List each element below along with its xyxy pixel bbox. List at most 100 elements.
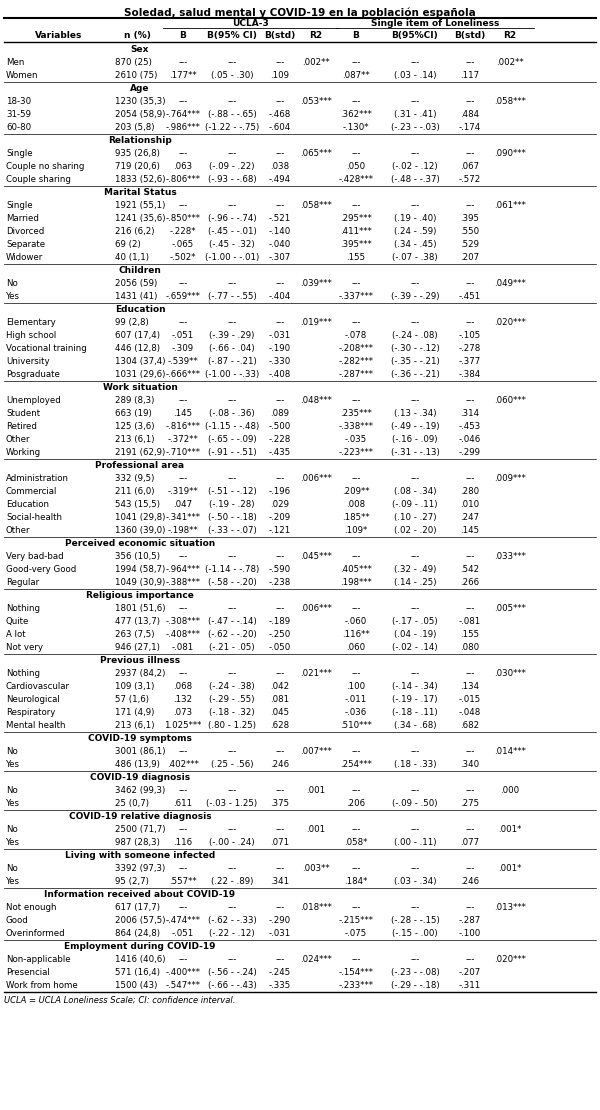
- Text: -.287***: -.287***: [338, 370, 373, 379]
- Text: 31-59: 31-59: [6, 110, 31, 119]
- Text: 3462 (99,3): 3462 (99,3): [115, 786, 165, 795]
- Text: ---: ---: [178, 317, 188, 327]
- Text: B(std): B(std): [265, 31, 296, 40]
- Text: 446 (12,8): 446 (12,8): [115, 344, 160, 353]
- Text: (-.17 - .05): (-.17 - .05): [392, 617, 438, 626]
- Text: 25 (0,7): 25 (0,7): [115, 799, 149, 808]
- Text: -.105: -.105: [459, 331, 481, 340]
- Text: Single: Single: [6, 201, 32, 210]
- Text: ---: ---: [227, 58, 236, 67]
- Text: -.282***: -.282***: [338, 357, 373, 366]
- Text: .280: .280: [460, 487, 479, 496]
- Text: (-.62 - -.33): (-.62 - -.33): [208, 916, 256, 925]
- Text: 2054 (58,9): 2054 (58,9): [115, 110, 166, 119]
- Text: (-.31 - -.13): (-.31 - -.13): [391, 448, 439, 457]
- Text: -.338***: -.338***: [338, 422, 373, 431]
- Text: High school: High school: [6, 331, 56, 340]
- Text: .013***: .013***: [494, 904, 526, 912]
- Text: .010: .010: [460, 500, 479, 509]
- Text: ---: ---: [275, 552, 284, 561]
- Text: -.964***: -.964***: [166, 565, 200, 574]
- Text: 18-30: 18-30: [6, 97, 31, 105]
- Text: -.198**: -.198**: [167, 526, 199, 535]
- Text: -.388***: -.388***: [166, 578, 200, 587]
- Text: .611: .611: [173, 799, 193, 808]
- Text: .042: .042: [271, 682, 290, 692]
- Text: .001: .001: [307, 786, 326, 795]
- Text: -.011: -.011: [345, 695, 367, 704]
- Text: .060***: .060***: [494, 396, 526, 405]
- Text: Women: Women: [6, 71, 38, 80]
- Text: (-.21 - .05): (-.21 - .05): [209, 643, 255, 652]
- Text: (-.88 - -.65): (-.88 - -.65): [208, 110, 256, 119]
- Text: .340: .340: [460, 760, 479, 769]
- Text: ---: ---: [227, 955, 236, 963]
- Text: COVID-19 symptoms: COVID-19 symptoms: [88, 734, 192, 743]
- Text: ---: ---: [178, 825, 188, 834]
- Text: ---: ---: [275, 201, 284, 210]
- Text: .185**: .185**: [342, 513, 370, 522]
- Text: .006***: .006***: [300, 474, 332, 483]
- Text: -.040: -.040: [269, 240, 291, 249]
- Text: -.015: -.015: [459, 695, 481, 704]
- Text: ---: ---: [227, 552, 236, 561]
- Text: (-.91 - -.51): (-.91 - -.51): [208, 448, 256, 457]
- Text: ---: ---: [466, 474, 475, 483]
- Text: (.02 - .20): (.02 - .20): [394, 526, 436, 535]
- Text: ---: ---: [352, 396, 361, 405]
- Text: Other: Other: [6, 435, 31, 444]
- Text: (-.35 - -.21): (-.35 - -.21): [391, 357, 439, 366]
- Text: Professional area: Professional area: [95, 461, 185, 470]
- Text: .109: .109: [271, 71, 290, 80]
- Text: .060: .060: [346, 643, 365, 652]
- Text: .029: .029: [271, 500, 290, 509]
- Text: ---: ---: [275, 396, 284, 405]
- Text: Non-applicable: Non-applicable: [6, 955, 71, 963]
- Text: .100: .100: [346, 682, 365, 692]
- Text: ---: ---: [410, 552, 419, 561]
- Text: (-.15 - .00): (-.15 - .00): [392, 929, 438, 938]
- Text: Very bad-bad: Very bad-bad: [6, 552, 64, 561]
- Text: .550: .550: [460, 228, 479, 236]
- Text: (-.09 - .50): (-.09 - .50): [392, 799, 438, 808]
- Text: ---: ---: [352, 669, 361, 678]
- Text: .109*: .109*: [344, 526, 368, 535]
- Text: -.121: -.121: [269, 526, 291, 535]
- Text: 171 (4,9): 171 (4,9): [115, 708, 154, 717]
- Text: -.046: -.046: [459, 435, 481, 444]
- Text: -.100: -.100: [459, 929, 481, 938]
- Text: ---: ---: [275, 825, 284, 834]
- Text: B: B: [179, 31, 187, 40]
- Text: -.384: -.384: [459, 370, 481, 379]
- Text: -.245: -.245: [269, 968, 291, 977]
- Text: (-.39 - -.29): (-.39 - -.29): [391, 292, 439, 301]
- Text: Nothing: Nothing: [6, 669, 40, 678]
- Text: ---: ---: [178, 747, 188, 756]
- Text: ---: ---: [466, 97, 475, 105]
- Text: ---: ---: [178, 669, 188, 678]
- Text: -.404: -.404: [269, 292, 291, 301]
- Text: ---: ---: [275, 669, 284, 678]
- Text: .021***: .021***: [300, 669, 332, 678]
- Text: (-.51 - -.12): (-.51 - -.12): [208, 487, 256, 496]
- Text: .007***: .007***: [300, 747, 332, 756]
- Text: -.806***: -.806***: [166, 175, 200, 184]
- Text: ---: ---: [227, 825, 236, 834]
- Text: ---: ---: [466, 58, 475, 67]
- Text: .145: .145: [460, 526, 479, 535]
- Text: .116: .116: [173, 838, 193, 847]
- Text: 571 (16,4): 571 (16,4): [115, 968, 160, 977]
- Text: Unemployed: Unemployed: [6, 396, 61, 405]
- Text: (-.19 - .28): (-.19 - .28): [209, 500, 255, 509]
- Text: .063: .063: [173, 162, 193, 171]
- Text: 617 (17,7): 617 (17,7): [115, 904, 160, 912]
- Text: ---: ---: [410, 669, 419, 678]
- Text: (.14 - .25): (.14 - .25): [394, 578, 436, 587]
- Text: -.547***: -.547***: [166, 981, 200, 990]
- Text: Not enough: Not enough: [6, 904, 56, 912]
- Text: -.816***: -.816***: [166, 422, 200, 431]
- Text: ---: ---: [352, 201, 361, 210]
- Text: ---: ---: [466, 279, 475, 287]
- Text: Men: Men: [6, 58, 25, 67]
- Text: -.238: -.238: [269, 578, 291, 587]
